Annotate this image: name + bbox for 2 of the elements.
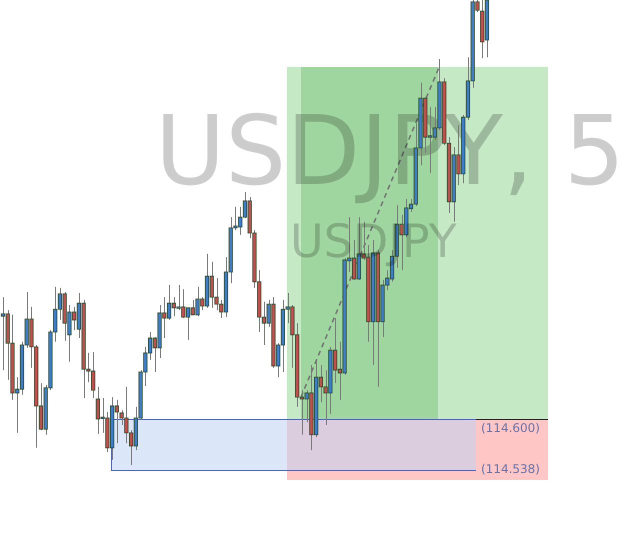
annotation: (114.600): [481, 421, 540, 435]
annotation: (114.538): [481, 462, 540, 476]
